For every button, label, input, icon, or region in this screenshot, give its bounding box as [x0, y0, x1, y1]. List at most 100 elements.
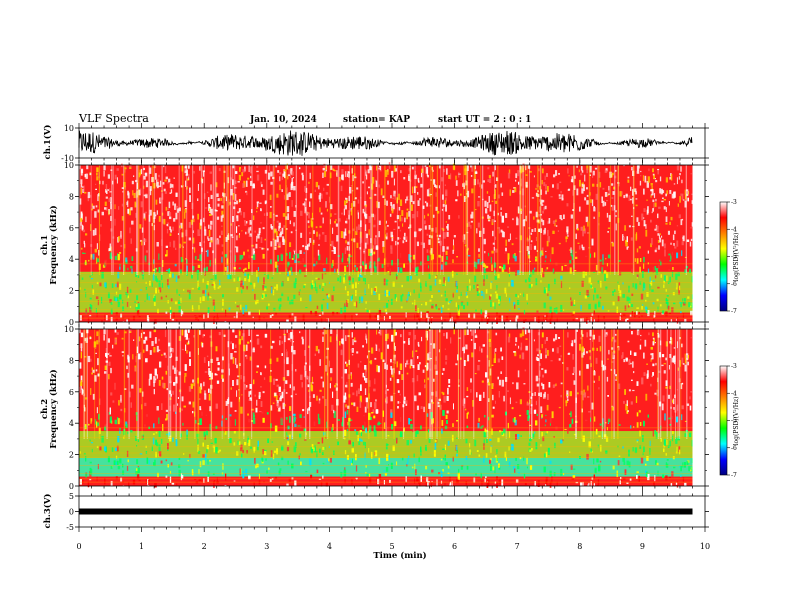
ch1-spectrogram-stria: [409, 165, 411, 275]
ch2-spectrogram-cell: [272, 402, 275, 404]
ch2-spectrogram-cell: [162, 424, 164, 431]
ch2-spectrogram-cell: [286, 349, 287, 351]
ch2-spectrogram-cell: [663, 363, 666, 365]
ch2-spectrogram-cell: [131, 384, 134, 389]
ch2-spectrogram-cell: [204, 390, 206, 395]
ch2-spectrogram-cell: [434, 364, 437, 370]
ch1-spectrogram-cell: [504, 287, 507, 294]
ch1-spectrogram-cell: [401, 210, 404, 216]
ch2-spectrogram-cell: [107, 353, 109, 355]
ch1-spectrogram-cell: [165, 206, 168, 211]
ch2-spectrogram-cell: [110, 465, 113, 469]
ch2-spectrogram-cell: [628, 461, 631, 468]
ch2-spectrogram-cell: [542, 436, 545, 442]
ch1-spectrogram-cell: [208, 197, 210, 203]
ch2-spectrogram-cell: [289, 416, 291, 423]
ch2-spectrogram-cell: [690, 469, 692, 472]
ch1-spectrogram-cell: [542, 220, 545, 226]
ch2-spectrogram-cell: [467, 411, 469, 415]
ch2-spectrogram-cell: [151, 341, 154, 347]
ch2-spectrogram-cell: [209, 460, 211, 462]
ch2-spectrogram-cell: [549, 470, 552, 478]
ch1-spectrogram-cell: [582, 271, 585, 278]
ch1-spectrogram-cell: [313, 263, 316, 267]
ch1-spectrogram-cell: [310, 282, 314, 290]
ch1-spectrogram-cell: [229, 250, 232, 253]
ch2-spectrogram-cell: [369, 425, 372, 432]
ch1-spectrogram-cell: [602, 258, 604, 265]
ch1-spectrogram-cell: [357, 224, 360, 230]
ch2-spectrogram-cell: [238, 389, 240, 391]
ch2-spectrogram-cell: [395, 332, 397, 336]
ch1-spectrogram-cell: [434, 279, 437, 286]
ch2-spectrogram-cell: [304, 439, 307, 441]
ch1-spectrogram-cell: [384, 290, 387, 296]
ch2-spectrogram-cell: [301, 338, 304, 345]
ch1-spectrogram-cell: [201, 178, 204, 184]
ch1-spectrogram-cell: [348, 276, 351, 281]
ch1-spectrogram-cell: [316, 305, 319, 310]
ch1-spectrogram-cell: [178, 207, 181, 212]
ch2-spectrogram-cell: [473, 342, 476, 350]
ch2-spectrogram-cell: [615, 376, 617, 380]
ch2-spectrogram-cell: [546, 431, 549, 434]
ch1-spectrogram-cell: [153, 212, 156, 219]
ch2-spectrogram-cell: [617, 445, 619, 448]
ch1-spectrogram-cell: [268, 172, 271, 180]
ch2-spectrogram-cell: [668, 365, 670, 370]
ch2-spectrogram-cell: [608, 349, 610, 355]
ch1-spectrogram-cell: [404, 217, 406, 223]
ch1-spectrogram-cell: [336, 170, 338, 177]
ch1-spectrogram-cell: [261, 296, 264, 300]
ch1-spectrogram-cell: [660, 274, 662, 278]
ch1-spectrogram-cell: [637, 222, 640, 226]
ch2-spectrogram-cell: [632, 361, 634, 368]
ch1-spectrogram-cell: [348, 230, 351, 234]
ch1-spectrogram-cell: [424, 215, 426, 219]
ch1-spectrogram-cell: [382, 246, 384, 253]
ch1-spectrogram-cell: [676, 225, 679, 227]
ch1-spectrogram-cell: [657, 169, 660, 171]
ch1-spectrogram-cell: [331, 240, 334, 247]
ch1-spectrogram-cell: [96, 176, 99, 181]
ch1-spectrogram-cell: [414, 170, 416, 176]
ch1-spectrogram-cell: [645, 224, 647, 229]
ch2-spectrogram-cell: [156, 442, 159, 447]
ch2-spectrogram-cell: [368, 393, 370, 400]
ch1-spectrogram-cell: [526, 237, 528, 240]
ch1-spectrogram-cell: [271, 286, 273, 294]
ch2-spectrogram-cell: [180, 433, 182, 438]
ch2-spectrogram-cell: [498, 466, 501, 470]
ch1-spectrogram-cell: [209, 208, 211, 213]
ch1-spectrogram-cell: [123, 264, 126, 271]
ch2-spectrogram-cell: [138, 336, 141, 342]
ch1-spectrogram-cell: [463, 234, 466, 240]
ch1-spectrogram-cell: [627, 176, 630, 179]
ch2-spectrogram-cell: [318, 349, 320, 354]
ch2-spectrogram-cell: [526, 457, 528, 465]
ch2-spectrogram-cell: [327, 458, 330, 462]
ch2-spectrogram-cell: [405, 400, 408, 406]
ch1-spectrogram-cell: [425, 317, 428, 323]
ch1-spectrogram-cell: [213, 282, 215, 289]
ch2-spectrogram-cell: [374, 357, 377, 360]
ch1-spectrogram-stria: [152, 165, 154, 275]
ch1-spectrogram-cell: [599, 182, 602, 188]
ch1-spectrogram-cell: [95, 308, 97, 313]
ch2-spectrogram-cell: [672, 399, 674, 403]
ch1-spectrogram-cell: [99, 180, 101, 185]
ch1-spectrogram-cell: [270, 171, 273, 177]
ch1-spectrogram-cell: [442, 204, 445, 207]
ch1-spectrogram-cell: [484, 200, 487, 207]
ch2-spectrogram-cell: [681, 357, 684, 364]
ch2-spectrogram-cell: [456, 449, 458, 453]
ch1-spectrogram-cell: [246, 191, 248, 196]
ch2-spectrogram-cell: [225, 400, 228, 406]
ch1-spectrogram-cell: [204, 207, 208, 209]
ch1-spectrogram-cell: [295, 229, 297, 231]
ch2-spectrogram-cell: [293, 418, 295, 424]
ch1-spectrogram-cell: [446, 246, 449, 250]
ch1-spectrogram-cell: [117, 237, 119, 243]
ch1-spectrogram-cell: [198, 305, 200, 311]
ch2-spectrogram-cell: [476, 450, 479, 452]
